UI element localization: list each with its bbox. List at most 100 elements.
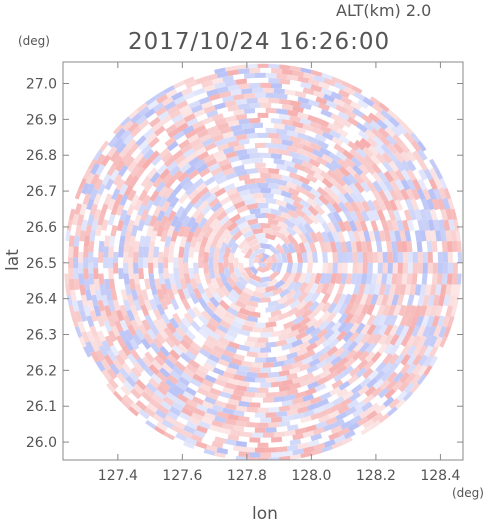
field-cell — [235, 149, 248, 156]
field-cell — [249, 452, 261, 458]
field-cell — [304, 387, 317, 396]
field-cell — [175, 432, 188, 442]
field-cell — [297, 132, 309, 141]
field-cell — [105, 289, 113, 302]
field-cell — [175, 205, 185, 218]
field-cell — [243, 73, 255, 79]
field-cell — [254, 72, 266, 78]
field-cell — [152, 205, 163, 217]
field-cell — [137, 294, 146, 307]
field-cell — [296, 252, 303, 263]
field-cell — [208, 184, 221, 195]
field-cell — [89, 230, 96, 242]
field-cell — [288, 329, 300, 339]
field-cell — [343, 220, 353, 232]
field-cell — [361, 200, 371, 213]
field-cell — [209, 217, 220, 230]
field-cell — [217, 142, 229, 152]
field-cell — [177, 343, 189, 355]
field-cell — [119, 398, 131, 410]
field-cell — [148, 398, 161, 409]
field-cell — [355, 200, 366, 213]
field-cell — [254, 357, 266, 363]
field-cell — [422, 325, 432, 338]
field-cell — [344, 406, 357, 417]
field-cell — [201, 79, 213, 88]
field-cell — [389, 283, 397, 296]
field-cell — [278, 312, 290, 321]
field-cell — [128, 371, 140, 383]
field-cell — [118, 330, 129, 342]
field-cell — [269, 270, 280, 281]
field-cell — [347, 140, 359, 152]
field-cell — [386, 273, 393, 285]
field-cell — [252, 432, 263, 438]
field-cell — [257, 238, 269, 244]
field-cell — [224, 204, 236, 215]
field-cell — [278, 184, 290, 193]
field-cell — [359, 172, 371, 184]
field-cell — [395, 189, 405, 202]
field-cell — [280, 280, 292, 292]
field-cell — [209, 129, 222, 139]
field-cell — [149, 171, 161, 184]
field-cell — [246, 203, 258, 210]
field-cell — [225, 171, 238, 181]
field-cell — [230, 429, 242, 437]
field-cell — [236, 312, 248, 321]
field-cell — [308, 358, 321, 368]
field-cell — [113, 251, 119, 263]
field-cell — [333, 143, 346, 154]
field-cell — [268, 315, 280, 323]
field-cell — [333, 81, 346, 91]
field-cell — [210, 166, 223, 177]
field-cell — [73, 187, 83, 200]
field-cell — [146, 225, 154, 237]
field-cell — [309, 292, 320, 304]
field-cell — [284, 218, 296, 229]
field-cell — [191, 207, 203, 220]
field-cell — [378, 127, 390, 139]
field-cell — [295, 185, 308, 195]
field-cell — [233, 316, 246, 325]
field-cell — [163, 257, 169, 269]
field-cell — [167, 387, 180, 398]
field-cell — [212, 134, 224, 143]
field-cell — [307, 78, 320, 87]
field-cell — [195, 182, 207, 193]
field-cell — [400, 150, 411, 163]
field-cell — [137, 204, 146, 217]
field-cell — [302, 430, 315, 439]
field-cell — [393, 371, 404, 384]
field-cell — [299, 138, 312, 147]
field-cell — [428, 167, 439, 180]
field-cell — [333, 372, 346, 383]
field-cell — [330, 355, 343, 367]
field-cell — [258, 259, 263, 263]
field-cell — [400, 344, 411, 357]
field-cell — [331, 230, 340, 243]
field-cell — [70, 315, 79, 328]
field-cell — [451, 240, 458, 252]
field-cell — [153, 355, 165, 367]
field-cell — [188, 156, 200, 167]
field-cell — [243, 391, 255, 398]
field-cell — [273, 88, 285, 95]
field-cell — [249, 274, 261, 283]
field-cell — [172, 183, 184, 195]
field-cell — [260, 207, 272, 214]
field-cell — [403, 209, 412, 221]
field-cell — [216, 324, 229, 334]
field-cell — [393, 209, 402, 221]
field-cell — [227, 341, 240, 350]
field-cell — [280, 234, 292, 246]
field-cell — [204, 272, 212, 285]
field-cell — [315, 282, 325, 295]
field-cell — [400, 178, 411, 191]
field-cell — [387, 406, 399, 418]
field-cell — [289, 403, 301, 411]
field-cell — [172, 149, 184, 161]
field-cell — [189, 236, 198, 248]
field-cell — [278, 113, 291, 121]
field-cell — [159, 215, 169, 227]
